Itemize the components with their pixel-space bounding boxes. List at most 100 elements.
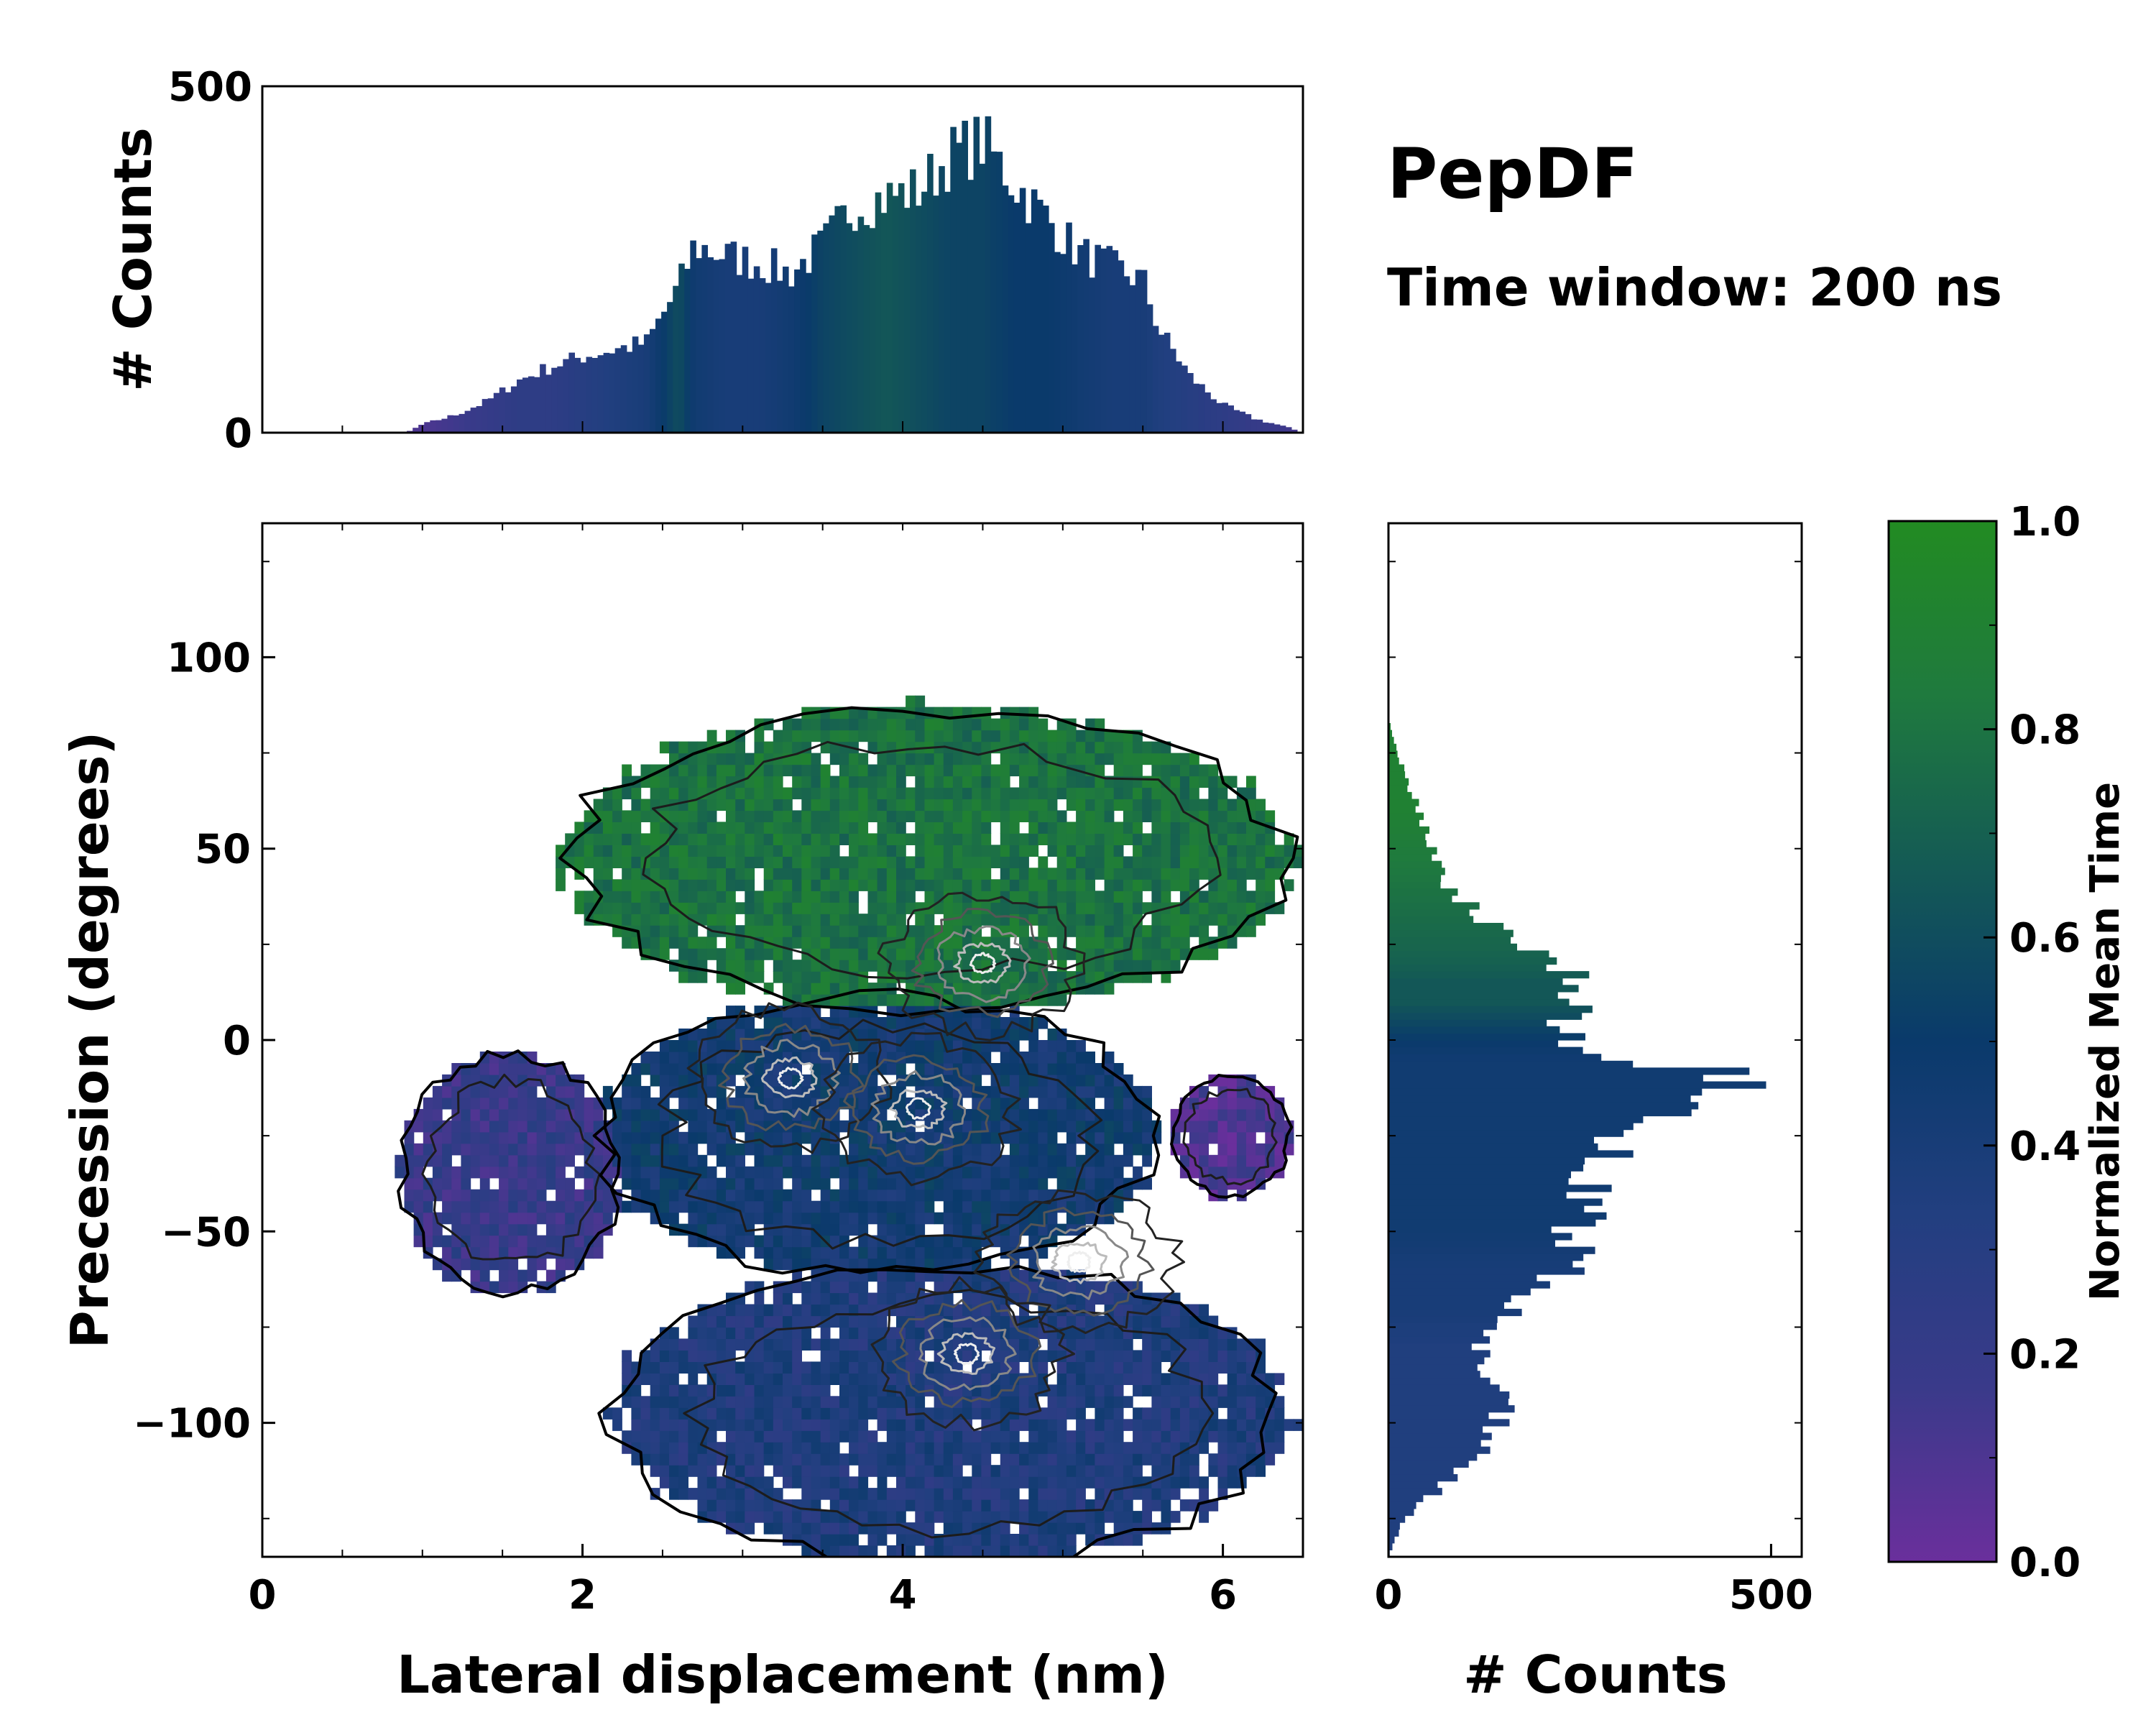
- heatmap-cell: [943, 948, 954, 960]
- heatmap-cell: [924, 983, 935, 995]
- heatmap-cell: [829, 810, 840, 822]
- heatmap-cell: [839, 810, 849, 822]
- heatmap-cell: [934, 1189, 944, 1202]
- heatmap-cell: [1113, 937, 1124, 949]
- heatmap-cell: [754, 1396, 765, 1408]
- right-histogram-bar: [1388, 1515, 1406, 1523]
- heatmap-cell: [896, 856, 906, 868]
- heatmap-cell: [773, 914, 783, 926]
- right-histogram-bar: [1388, 1412, 1489, 1420]
- heatmap-cell: [735, 1304, 745, 1317]
- heatmap-cell: [1208, 1465, 1219, 1477]
- heatmap-cell: [915, 753, 926, 765]
- heatmap-cell: [545, 1074, 556, 1087]
- heatmap-cell: [716, 902, 727, 914]
- heatmap-cell: [981, 994, 992, 1006]
- heatmap-cell: [499, 1189, 509, 1202]
- heatmap-cell: [726, 1315, 736, 1328]
- heatmap-cell: [1142, 1453, 1152, 1466]
- heatmap-cell: [622, 833, 632, 845]
- heatmap-cell: [763, 741, 774, 754]
- heatmap-cell: [801, 730, 812, 742]
- peak-contour: [843, 1054, 990, 1165]
- heatmap-cell: [1066, 1097, 1077, 1110]
- heatmap-cell: [1189, 1350, 1199, 1362]
- heatmap-cell: [697, 1453, 708, 1466]
- heatmap-cell: [556, 1108, 566, 1121]
- heatmap-cell: [1199, 891, 1209, 903]
- top-histogram-bar: [1239, 411, 1246, 433]
- heatmap-cell: [867, 1200, 878, 1213]
- heatmap-cell: [952, 1315, 963, 1328]
- heatmap-cell: [1047, 1327, 1058, 1339]
- top-histogram-bar: [973, 116, 980, 433]
- heatmap-cell: [972, 799, 982, 811]
- heatmap-cell: [1199, 1488, 1209, 1500]
- right-histogram-bar: [1388, 764, 1405, 772]
- heatmap-cell: [1085, 799, 1095, 811]
- heatmap-cell: [508, 1189, 519, 1202]
- heatmap-cell: [820, 914, 831, 926]
- heatmap-cell: [867, 1327, 878, 1339]
- heatmap-cell: [669, 1177, 679, 1190]
- heatmap-cell: [1066, 891, 1077, 903]
- heatmap-cell: [1104, 1465, 1115, 1477]
- heatmap-cell: [735, 1029, 745, 1041]
- heatmap-cell: [763, 868, 774, 880]
- heatmap-cell: [829, 1407, 840, 1420]
- heatmap-cell: [858, 1166, 869, 1179]
- heatmap-cell: [839, 1545, 849, 1557]
- peak-contour: [870, 1276, 1075, 1432]
- heatmap-cell: [745, 902, 755, 914]
- heatmap-cell: [1019, 1419, 1029, 1431]
- heatmap-cell: [1095, 1488, 1105, 1500]
- top-histogram-bars: [407, 116, 1304, 433]
- heatmap-cell: [915, 1074, 926, 1087]
- heatmap-cell: [1095, 753, 1105, 765]
- heatmap-cell: [1246, 1120, 1256, 1133]
- heatmap-cell: [820, 948, 831, 960]
- heatmap-cell: [1151, 833, 1162, 845]
- heatmap-cell: [1161, 1304, 1171, 1317]
- heatmap-cell: [801, 937, 812, 949]
- heatmap-cell: [981, 856, 992, 868]
- heatmap-cell: [1076, 1407, 1086, 1420]
- heatmap-cell: [1179, 753, 1190, 765]
- heatmap-cell: [1256, 856, 1266, 868]
- heatmap-cell: [915, 1166, 926, 1179]
- heatmap-cell: [943, 1350, 954, 1362]
- heatmap-cell: [1133, 1131, 1143, 1144]
- top-histogram-bar: [1083, 239, 1089, 433]
- heatmap-cell: [924, 868, 935, 880]
- heatmap-cell: [867, 718, 878, 731]
- heatmap-cell: [1076, 868, 1086, 880]
- heatmap-cell: [1189, 856, 1199, 868]
- heatmap-cell: [1113, 948, 1124, 960]
- heatmap-cell: [906, 1223, 916, 1236]
- heatmap-cell: [1189, 1453, 1199, 1466]
- heatmap-cell: [640, 833, 651, 845]
- heatmap-cell: [1066, 730, 1077, 742]
- right-xtick-label: 0: [1375, 1572, 1403, 1619]
- heatmap-cell: [1000, 1315, 1010, 1328]
- heatmap-cell: [1095, 1281, 1105, 1294]
- heatmap-cell: [773, 833, 783, 845]
- heatmap-cell: [801, 776, 812, 788]
- heatmap-cell: [1000, 730, 1010, 742]
- heatmap-cell: [745, 925, 755, 937]
- heatmap-cell: [602, 1085, 613, 1098]
- top-histogram-bar: [464, 410, 471, 433]
- heatmap-cell: [886, 1246, 897, 1259]
- heatmap-cell: [451, 1177, 462, 1190]
- heatmap-cell: [792, 1419, 802, 1431]
- top-histogram-bar: [846, 223, 853, 433]
- heatmap-cell: [820, 1407, 831, 1420]
- heatmap-cell: [631, 1085, 642, 1098]
- heatmap-cell: [745, 833, 755, 845]
- heatmap-cell: [1085, 1453, 1095, 1466]
- region-outline-contour: [597, 1265, 1278, 1557]
- heatmap-cell: [962, 1131, 972, 1144]
- heatmap-cell: [697, 914, 708, 926]
- heatmap-cell: [622, 902, 632, 914]
- heatmap-cell: [1151, 753, 1162, 765]
